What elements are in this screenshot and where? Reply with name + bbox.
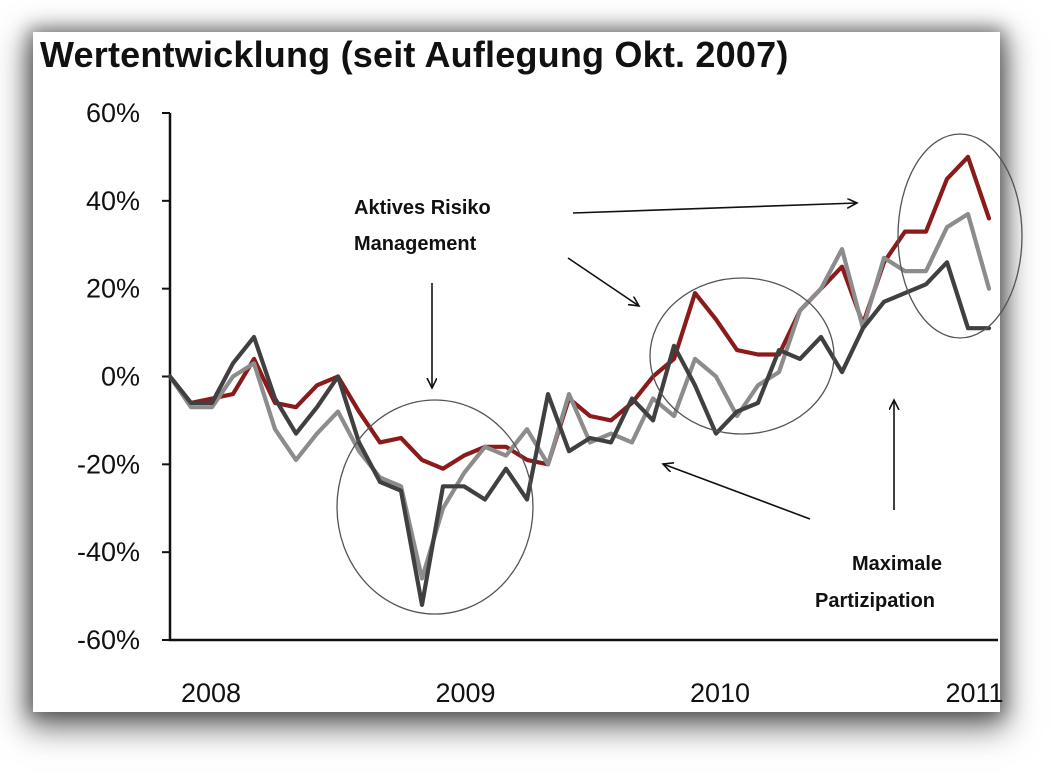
- highlight-circle-2009: [336, 399, 534, 615]
- x-tick-label: 2009: [435, 678, 495, 708]
- chart-title: Wertentwicklung (seit Auflegung Okt. 200…: [40, 34, 789, 75]
- y-tick-label: 60%: [86, 98, 140, 128]
- y-tick-label: -40%: [77, 537, 140, 567]
- y-tick-label: -60%: [77, 625, 140, 655]
- annotation-maximale-line2: Partizipation: [815, 590, 935, 612]
- x-tick-label: 2008: [181, 678, 241, 708]
- series-layer: [167, 154, 992, 608]
- y-tick-label: 0%: [101, 362, 140, 392]
- y-axis-tick-labels: 60% 40% 20% 0% -20% -40% -60%: [77, 98, 140, 655]
- chart-card: [33, 32, 1000, 712]
- x-axis-tick-labels: 2008 2009 2010 2011: [181, 678, 1004, 708]
- annotation-aktives-line2: Management: [354, 233, 477, 255]
- series-line-3: [167, 260, 992, 608]
- y-tick-label: 20%: [86, 274, 140, 304]
- arrow-to-2011-circle: [572, 203, 857, 214]
- series-line-2: [167, 211, 992, 581]
- annotation-maximale-line1: Maximale: [852, 553, 942, 575]
- arrow-to-2010-circle: [567, 257, 639, 306]
- highlight-circle-2011: [897, 133, 1023, 339]
- y-tick-label: -20%: [77, 449, 140, 479]
- x-tick-label: 2010: [690, 678, 750, 708]
- arrow-to-2009-line: [663, 464, 811, 520]
- y-tick-label: 40%: [86, 186, 140, 216]
- axes: [162, 112, 998, 642]
- x-tick-label: 2011: [945, 678, 1003, 708]
- highlight-circle-2010: [649, 277, 835, 435]
- annotation-markup: Aktives Risiko Management Maximale Parti…: [336, 133, 1023, 615]
- annotation-aktives-line1: Aktives Risiko: [354, 197, 491, 219]
